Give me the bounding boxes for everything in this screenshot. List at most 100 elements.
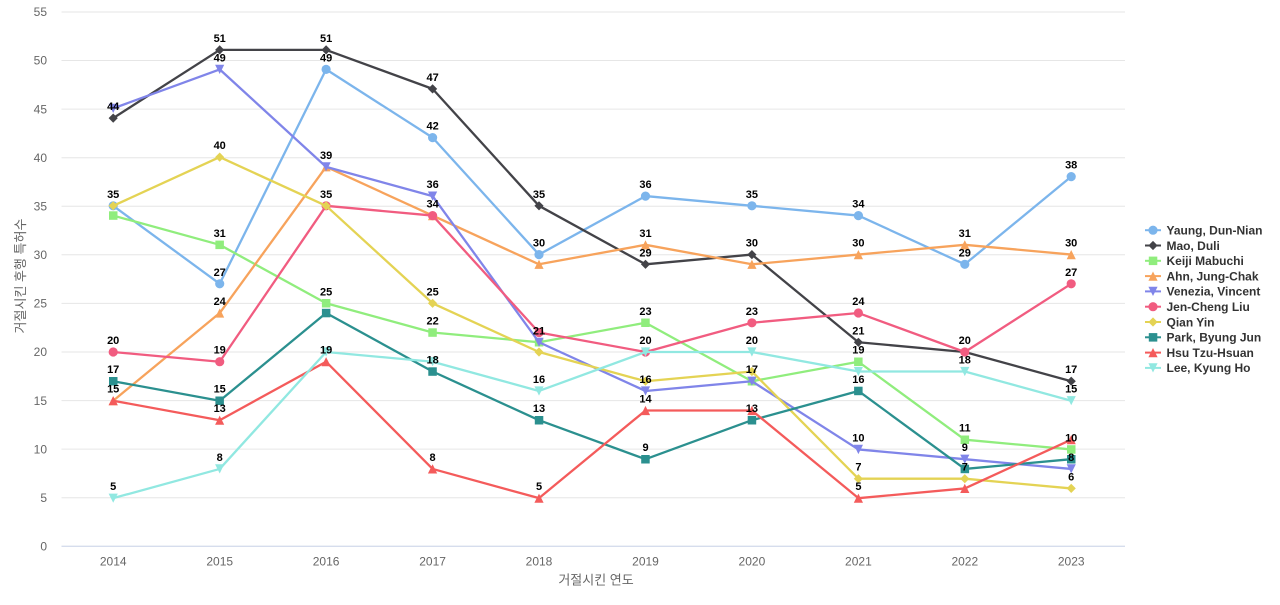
svg-text:50: 50 <box>34 54 48 68</box>
svg-text:35: 35 <box>746 189 758 201</box>
svg-text:거절시킨 연도: 거절시킨 연도 <box>558 573 633 588</box>
svg-text:25: 25 <box>320 286 332 298</box>
svg-text:7: 7 <box>962 462 968 474</box>
svg-text:51: 51 <box>214 33 226 45</box>
svg-text:10: 10 <box>1065 432 1077 444</box>
svg-text:15: 15 <box>34 394 48 408</box>
svg-text:30: 30 <box>34 248 48 262</box>
svg-text:18: 18 <box>959 355 971 367</box>
svg-text:31: 31 <box>959 228 971 240</box>
svg-text:2020: 2020 <box>739 554 766 568</box>
svg-text:20: 20 <box>34 345 48 359</box>
svg-text:8: 8 <box>1068 452 1074 464</box>
svg-text:13: 13 <box>533 403 545 415</box>
svg-text:8: 8 <box>430 452 436 464</box>
svg-text:55: 55 <box>34 5 48 19</box>
svg-text:31: 31 <box>639 228 651 240</box>
svg-text:25: 25 <box>34 297 48 311</box>
svg-text:9: 9 <box>962 442 968 454</box>
svg-text:16: 16 <box>533 374 545 386</box>
svg-text:30: 30 <box>746 238 758 250</box>
svg-text:5: 5 <box>855 481 861 493</box>
svg-text:11: 11 <box>959 423 971 435</box>
svg-text:6: 6 <box>1068 471 1074 483</box>
svg-text:24: 24 <box>852 296 865 308</box>
svg-text:21: 21 <box>852 325 864 337</box>
svg-text:19: 19 <box>852 345 864 357</box>
svg-text:35: 35 <box>107 189 119 201</box>
svg-text:2021: 2021 <box>845 554 872 568</box>
svg-text:45: 45 <box>34 102 48 116</box>
svg-text:Ahn, Jung-Chak: Ahn, Jung-Chak <box>1167 269 1259 283</box>
svg-text:2015: 2015 <box>206 554 233 568</box>
svg-text:51: 51 <box>320 33 332 45</box>
svg-text:13: 13 <box>746 403 758 415</box>
svg-text:35: 35 <box>320 189 332 201</box>
svg-text:2014: 2014 <box>100 554 127 568</box>
svg-text:24: 24 <box>214 296 227 308</box>
svg-text:27: 27 <box>214 267 226 279</box>
svg-text:21: 21 <box>533 325 545 337</box>
svg-text:5: 5 <box>536 481 542 493</box>
svg-text:Jen-Cheng Liu: Jen-Cheng Liu <box>1167 300 1250 314</box>
svg-text:15: 15 <box>1065 384 1077 396</box>
svg-text:36: 36 <box>426 179 438 191</box>
svg-text:40: 40 <box>214 140 226 152</box>
svg-text:36: 36 <box>639 179 651 191</box>
svg-text:9: 9 <box>642 442 648 454</box>
svg-text:2023: 2023 <box>1058 554 1085 568</box>
svg-text:10: 10 <box>34 442 48 456</box>
svg-text:16: 16 <box>639 374 651 386</box>
svg-text:7: 7 <box>855 462 861 474</box>
svg-text:35: 35 <box>533 189 545 201</box>
svg-text:Qian Yin: Qian Yin <box>1167 315 1215 329</box>
svg-text:49: 49 <box>214 52 226 64</box>
svg-text:20: 20 <box>107 335 119 347</box>
svg-text:42: 42 <box>426 121 438 133</box>
svg-text:18: 18 <box>426 355 438 367</box>
svg-text:20: 20 <box>639 335 651 347</box>
svg-text:17: 17 <box>1065 364 1077 376</box>
svg-text:49: 49 <box>320 52 332 64</box>
svg-text:29: 29 <box>639 247 651 259</box>
svg-text:23: 23 <box>746 306 758 318</box>
svg-text:5: 5 <box>40 491 47 505</box>
svg-text:Venezia, Vincent: Venezia, Vincent <box>1167 285 1261 299</box>
svg-text:0: 0 <box>40 540 47 554</box>
svg-text:10: 10 <box>852 432 864 444</box>
svg-text:20: 20 <box>746 335 758 347</box>
svg-text:2016: 2016 <box>313 554 340 568</box>
svg-text:Lee, Kyung Ho: Lee, Kyung Ho <box>1167 361 1251 375</box>
svg-text:27: 27 <box>1065 267 1077 279</box>
svg-text:30: 30 <box>1065 238 1077 250</box>
svg-text:Hsu Tzu-Hsuan: Hsu Tzu-Hsuan <box>1167 346 1254 360</box>
svg-text:34: 34 <box>852 199 865 211</box>
svg-text:34: 34 <box>426 199 439 211</box>
svg-text:2022: 2022 <box>951 554 978 568</box>
svg-text:39: 39 <box>320 150 332 162</box>
svg-text:13: 13 <box>214 403 226 415</box>
svg-text:19: 19 <box>320 345 332 357</box>
svg-text:44: 44 <box>107 101 120 113</box>
svg-text:14: 14 <box>639 394 652 406</box>
svg-text:40: 40 <box>34 151 48 165</box>
svg-text:거절시킨 후행 특허수: 거절시킨 후행 특허수 <box>13 219 28 334</box>
svg-text:17: 17 <box>107 364 119 376</box>
svg-text:47: 47 <box>426 72 438 84</box>
svg-text:Keiji Mabuchi: Keiji Mabuchi <box>1167 254 1244 268</box>
svg-text:2018: 2018 <box>526 554 553 568</box>
svg-text:23: 23 <box>639 306 651 318</box>
svg-text:8: 8 <box>217 452 223 464</box>
svg-text:Mao, Duli: Mao, Duli <box>1167 239 1220 253</box>
svg-text:16: 16 <box>852 374 864 386</box>
svg-text:30: 30 <box>533 238 545 250</box>
svg-text:17: 17 <box>746 364 758 376</box>
svg-text:5: 5 <box>110 481 116 493</box>
svg-text:2019: 2019 <box>632 554 659 568</box>
svg-text:25: 25 <box>426 286 438 298</box>
svg-text:2017: 2017 <box>419 554 446 568</box>
svg-text:29: 29 <box>959 247 971 259</box>
svg-text:19: 19 <box>214 345 226 357</box>
svg-text:38: 38 <box>1065 160 1077 172</box>
svg-text:30: 30 <box>852 238 864 250</box>
